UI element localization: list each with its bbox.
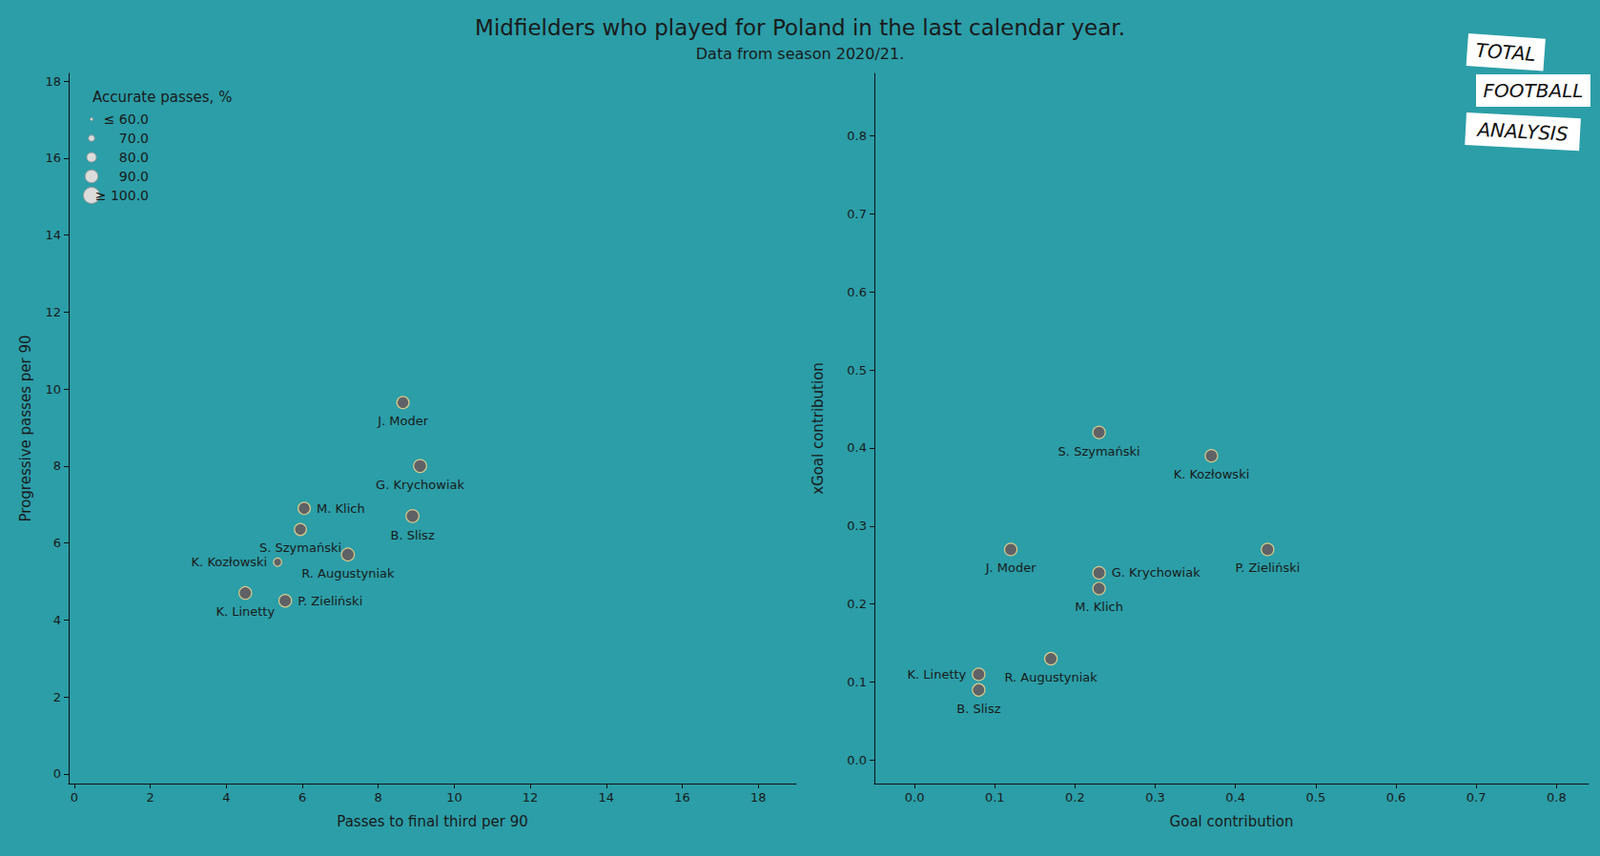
svg-text:8: 8 [374, 790, 383, 805]
svg-text:0: 0 [70, 790, 79, 805]
svg-text:0.7: 0.7 [1466, 790, 1487, 805]
svg-text:0.5: 0.5 [846, 363, 867, 378]
svg-text:0.3: 0.3 [1145, 790, 1166, 805]
svg-text:18: 18 [44, 74, 62, 89]
svg-text:S. Szymański: S. Szymański [1058, 444, 1141, 459]
svg-text:xGoal contribution: xGoal contribution [809, 362, 827, 495]
svg-text:0.2: 0.2 [1065, 790, 1086, 805]
svg-text:B. Slisz: B. Slisz [389, 528, 434, 543]
svg-text:G. Krychowiak: G. Krychowiak [375, 477, 465, 493]
svg-text:70.0: 70.0 [119, 130, 149, 146]
svg-text:0.8: 0.8 [846, 128, 867, 144]
svg-text:J. Moder: J. Moder [984, 560, 1038, 575]
svg-text:R. Augustyniak: R. Augustyniak [1004, 670, 1098, 685]
svg-text:0.7: 0.7 [846, 206, 867, 222]
svg-text:S. Szymański: S. Szymański [259, 540, 342, 555]
svg-text:8: 8 [53, 458, 62, 473]
svg-text:0.0: 0.0 [904, 790, 925, 805]
svg-text:0: 0 [53, 766, 62, 781]
svg-text:12: 12 [522, 790, 539, 805]
svg-text:ANALYSIS: ANALYSIS [1475, 118, 1569, 146]
svg-text:0.4: 0.4 [1225, 790, 1246, 805]
svg-text:0.6: 0.6 [846, 285, 867, 300]
svg-text:4: 4 [53, 613, 62, 628]
svg-text:J. Moder: J. Moder [376, 413, 430, 429]
svg-text:Midfielders who played for Pol: Midfielders who played for Poland in the… [474, 15, 1126, 41]
svg-text:0.1: 0.1 [984, 790, 1006, 805]
svg-text:80.0: 80.0 [119, 149, 149, 165]
svg-text:10: 10 [446, 790, 463, 805]
svg-text:≥ 100.0: ≥ 100.0 [95, 187, 149, 204]
svg-text:2: 2 [53, 690, 62, 705]
svg-text:14: 14 [598, 790, 616, 805]
svg-text:6: 6 [53, 535, 62, 551]
svg-text:K. Kozłowski: K. Kozłowski [191, 554, 268, 570]
svg-text:0.2: 0.2 [846, 596, 867, 612]
svg-text:P. Zieliński: P. Zieliński [297, 594, 363, 609]
svg-text:R. Augustyniak: R. Augustyniak [301, 566, 395, 581]
svg-text:90.0: 90.0 [119, 168, 149, 185]
svg-text:12: 12 [44, 305, 62, 320]
svg-text:0.3: 0.3 [846, 518, 867, 534]
svg-text:P. Zieliński: P. Zieliński [1234, 560, 1300, 575]
svg-text:0.6: 0.6 [1386, 790, 1407, 805]
svg-text:14: 14 [44, 227, 62, 243]
svg-text:2: 2 [146, 790, 155, 805]
svg-text:18: 18 [750, 790, 767, 805]
svg-text:4: 4 [222, 790, 230, 805]
svg-text:6: 6 [298, 790, 307, 805]
svg-text:B. Slisz: B. Slisz [956, 701, 1001, 717]
svg-text:M. Klich: M. Klich [1074, 599, 1124, 615]
svg-text:K. Linetty: K. Linetty [907, 667, 967, 682]
svg-text:G. Krychowiak: G. Krychowiak [1111, 565, 1201, 580]
svg-text:0.4: 0.4 [846, 440, 867, 455]
svg-text:≤ 60.0: ≤ 60.0 [103, 111, 149, 127]
svg-text:FOOTBALL: FOOTBALL [1483, 79, 1584, 103]
svg-text:0.8: 0.8 [1546, 790, 1567, 805]
svg-text:0.5: 0.5 [1306, 790, 1327, 805]
svg-text:M. Klich: M. Klich [316, 501, 366, 516]
svg-text:Progressive passes per 90: Progressive passes per 90 [17, 335, 35, 523]
svg-text:Accurate passes, %: Accurate passes, % [92, 88, 232, 106]
svg-text:16: 16 [44, 150, 62, 165]
svg-text:TOTAL: TOTAL [1475, 39, 1538, 66]
svg-text:0.0: 0.0 [846, 753, 867, 768]
svg-text:16: 16 [674, 790, 691, 805]
svg-text:Passes to final third per 90: Passes to final third per 90 [336, 813, 528, 831]
svg-text:10: 10 [44, 382, 62, 397]
svg-text:Data from season 2020/21.: Data from season 2020/21. [696, 44, 905, 63]
svg-text:K. Linetty: K. Linetty [215, 604, 275, 619]
svg-text:K. Kozłowski: K. Kozłowski [1173, 467, 1251, 482]
svg-text:0.1: 0.1 [846, 675, 867, 690]
svg-text:Goal contribution: Goal contribution [1169, 813, 1294, 831]
